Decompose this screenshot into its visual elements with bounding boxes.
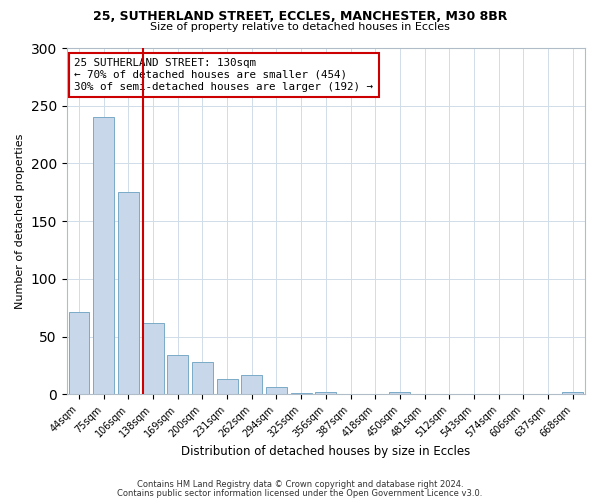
Bar <box>217 380 238 394</box>
Bar <box>562 392 583 394</box>
Text: Size of property relative to detached houses in Eccles: Size of property relative to detached ho… <box>150 22 450 32</box>
Bar <box>241 374 262 394</box>
Bar <box>192 362 213 394</box>
Text: Contains public sector information licensed under the Open Government Licence v3: Contains public sector information licen… <box>118 488 482 498</box>
Text: Contains HM Land Registry data © Crown copyright and database right 2024.: Contains HM Land Registry data © Crown c… <box>137 480 463 489</box>
Bar <box>290 393 311 394</box>
Text: 25, SUTHERLAND STREET, ECCLES, MANCHESTER, M30 8BR: 25, SUTHERLAND STREET, ECCLES, MANCHESTE… <box>93 10 507 23</box>
Bar <box>167 355 188 395</box>
Bar <box>266 388 287 394</box>
Y-axis label: Number of detached properties: Number of detached properties <box>15 134 25 309</box>
Bar <box>143 322 164 394</box>
Bar <box>118 192 139 394</box>
X-axis label: Distribution of detached houses by size in Eccles: Distribution of detached houses by size … <box>181 444 470 458</box>
Bar <box>68 312 89 394</box>
Bar <box>316 392 337 394</box>
Bar <box>389 392 410 394</box>
Bar <box>93 118 114 394</box>
Text: 25 SUTHERLAND STREET: 130sqm
← 70% of detached houses are smaller (454)
30% of s: 25 SUTHERLAND STREET: 130sqm ← 70% of de… <box>74 58 373 92</box>
